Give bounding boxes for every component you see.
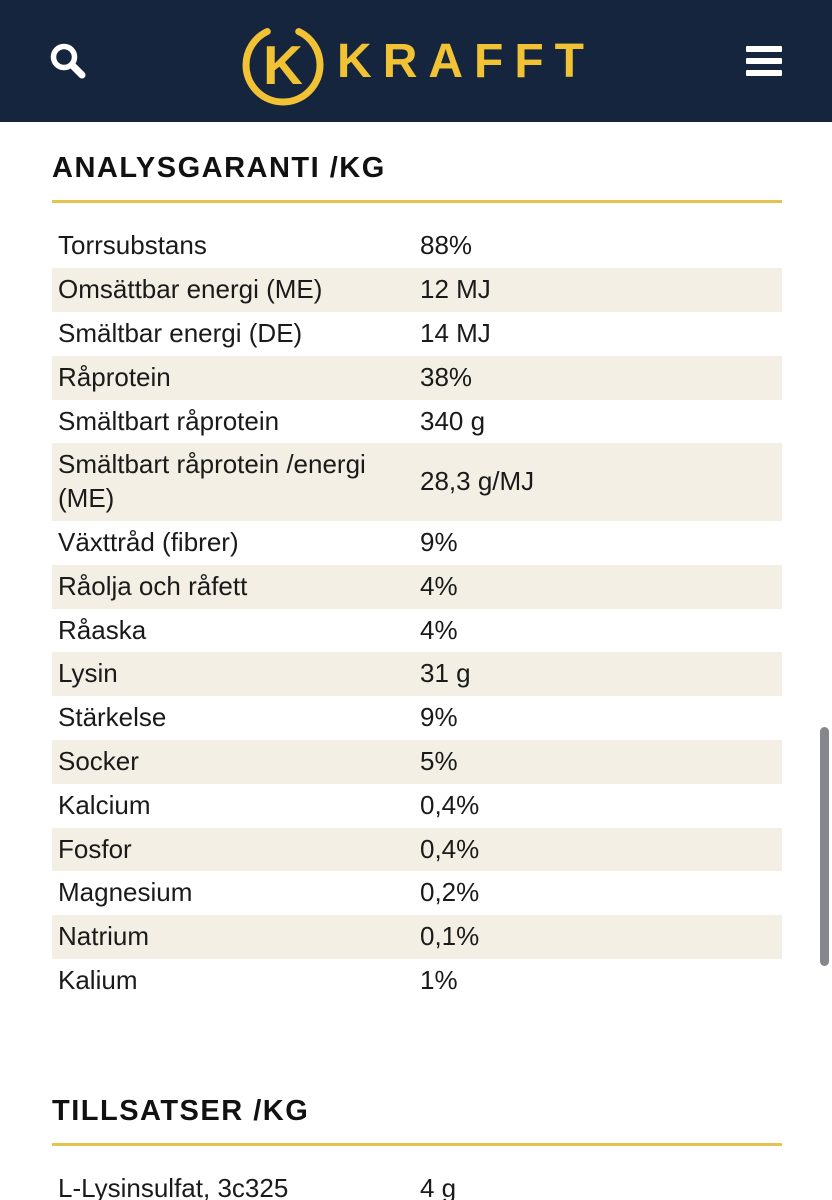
table-row: Socker 5% <box>52 739 782 784</box>
table-row: Lysin 31 g <box>52 652 782 697</box>
table-row: Kalcium 0,4% <box>52 784 782 828</box>
row-value: 12 MJ <box>420 274 491 305</box>
row-value: 340 g <box>420 405 486 436</box>
table-row: Fosfor 0,4% <box>52 827 782 872</box>
search-icon <box>46 39 90 83</box>
row-label: Smältbar energi (DE) <box>58 317 303 348</box>
section-tillsatser: TILLSATSER /KG L-Lysinsulfat, 3c325 4 g <box>52 1095 782 1200</box>
table-row: L-Lysinsulfat, 3c325 4 g <box>52 1167 782 1200</box>
row-value: 0,2% <box>420 877 480 908</box>
horseshoe-k-logo-icon: K <box>237 11 329 111</box>
section-divider <box>52 200 782 204</box>
row-value: 14 MJ <box>420 317 491 348</box>
table-row: Råprotein 38% <box>52 355 782 400</box>
table-row: Smältbart råprotein 340 g <box>52 400 782 444</box>
row-label: Kalium <box>58 964 138 995</box>
scrollbar-thumb[interactable] <box>820 727 829 966</box>
search-button[interactable] <box>44 37 92 85</box>
table-row: Natrium 0,1% <box>52 915 782 959</box>
row-label: Råolja och råfett <box>58 570 248 601</box>
row-label: Torrsubstans <box>58 230 207 261</box>
row-label: Växttråd (fibrer) <box>58 526 239 557</box>
row-value: 28,3 g/MJ <box>420 466 535 497</box>
row-label: L-Lysinsulfat, 3c325 <box>58 1173 289 1200</box>
brand-logo[interactable]: K KRAFFT <box>237 0 595 122</box>
table-row: Smältbar energi (DE) 14 MJ <box>52 312 782 356</box>
table-row: Råaska 4% <box>52 609 782 653</box>
row-value: 9% <box>420 526 458 557</box>
row-label: Fosfor <box>58 833 132 864</box>
row-label: Stärkelse <box>58 702 167 733</box>
row-label: Magnesium <box>58 877 193 908</box>
row-value: 4% <box>420 570 458 601</box>
row-label: Socker <box>58 745 139 776</box>
hamburger-menu-icon <box>746 46 782 76</box>
brand-name: KRAFFT <box>337 35 595 88</box>
row-value: 1% <box>420 964 458 995</box>
additives-table: L-Lysinsulfat, 3c325 4 g <box>52 1167 782 1200</box>
row-label: Smältbart råprotein <box>58 405 280 436</box>
app-header: K KRAFFT <box>0 0 832 122</box>
row-label: Råaska <box>58 614 147 645</box>
row-label: Omsättbar energi (ME) <box>58 274 323 305</box>
section-analysgaranti: ANALYSGARANTI /KG Torrsubstans 88% Omsättb… <box>52 152 782 1003</box>
row-label: Kalcium <box>58 789 151 820</box>
section-title: TILLSATSER /KG <box>52 1094 310 1127</box>
row-value: 0,1% <box>420 921 480 952</box>
section-title: ANALYSGARANTI /KG <box>52 152 386 184</box>
row-label: Smältbart råprotein /energi (ME) <box>58 449 366 514</box>
table-row: Magnesium 0,2% <box>52 871 782 915</box>
row-value: 0,4% <box>420 833 480 864</box>
row-value: 9% <box>420 702 458 733</box>
row-value: 5% <box>420 745 458 776</box>
table-row: Stärkelse 9% <box>52 696 782 740</box>
table-row: Kalium 1% <box>52 959 782 1003</box>
section-divider <box>52 1143 782 1147</box>
row-value: 4% <box>420 614 458 645</box>
row-value: 4 g <box>420 1173 457 1200</box>
row-label: Råprotein <box>58 361 171 392</box>
row-value: 88% <box>420 230 473 261</box>
row-label: Lysin <box>58 658 118 689</box>
page-content: ANALYSGARANTI /KG Torrsubstans 88% Omsättb… <box>0 122 832 1200</box>
menu-button[interactable] <box>740 37 788 85</box>
table-row: Torrsubstans 88% <box>52 224 782 268</box>
logo-letter: K <box>263 34 303 96</box>
table-row: Växttråd (fibrer) 9% <box>52 521 782 565</box>
table-row: Omsättbar energi (ME) 12 MJ <box>52 268 782 312</box>
table-row: Smältbart råprotein /energi (ME) 28,3 g/M… <box>52 443 782 521</box>
analysis-table: Torrsubstans 88% Omsättbar energi (ME) 12 M… <box>52 224 782 1002</box>
row-value: 31 g <box>420 658 471 689</box>
row-label: Natrium <box>58 921 150 952</box>
row-value: 0,4% <box>420 789 480 820</box>
table-row: Råolja och råfett 4% <box>52 564 782 609</box>
row-value: 38% <box>420 361 473 392</box>
